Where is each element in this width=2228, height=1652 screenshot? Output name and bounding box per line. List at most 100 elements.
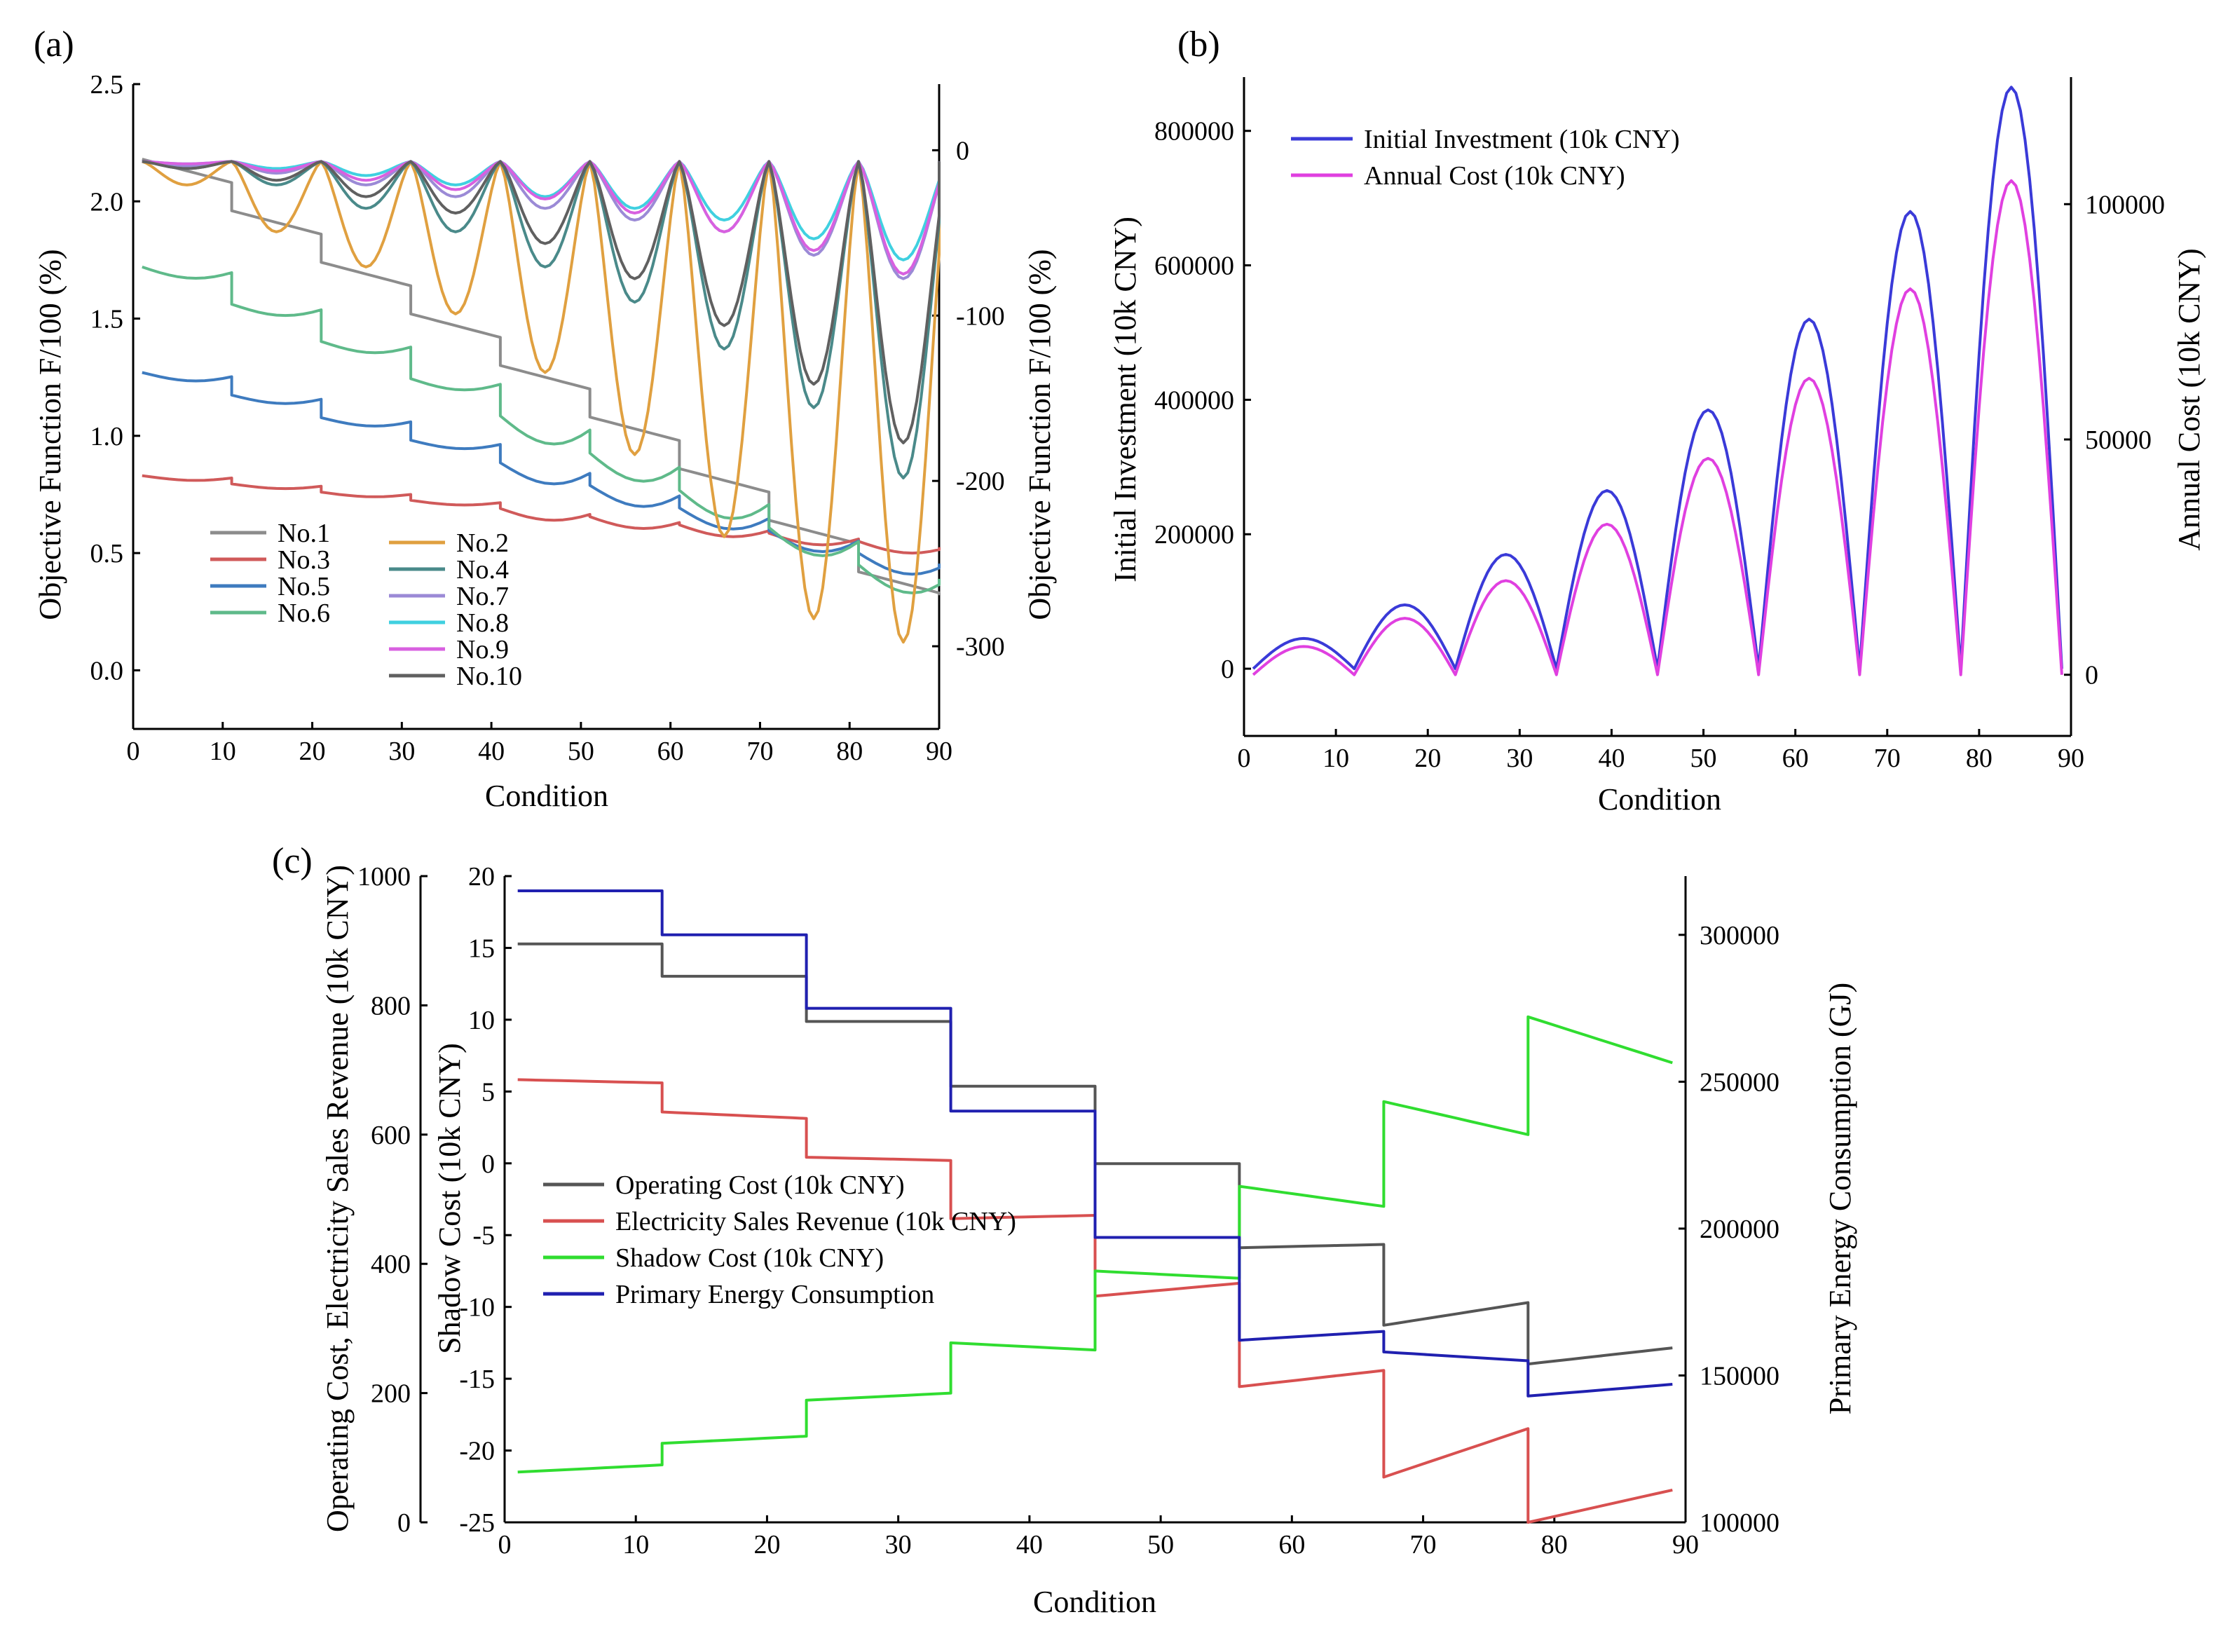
b-ytick-label: 800000 (1154, 117, 1234, 146)
c-legend: Operating Cost (10k CNY) Electricity Sale… (543, 1170, 1016, 1309)
a-xtick-label: 70 (746, 737, 773, 766)
a-series-no-7 (142, 160, 941, 280)
b-y2tick-label: 50000 (2085, 425, 2152, 455)
a-legend-label: No.2 (456, 528, 509, 558)
b-plot-area (1244, 77, 2071, 736)
panel-b: (b) 0 10 20 30 40 50 60 70 80 90 0 200000 400000 6000… (1108, 25, 2206, 817)
a-legend-label: No.6 (278, 599, 330, 628)
b-series-1 (1252, 179, 2063, 676)
c-y2tick-label: 0 (481, 1149, 495, 1179)
a-series-no-3 (142, 474, 941, 555)
c-y2tick-label: 15 (468, 934, 495, 963)
a-ytick-label: 2.5 (90, 70, 124, 100)
c-ytick-label: 800 (371, 991, 411, 1020)
a-y2tick-label: -200 (956, 467, 1005, 496)
c-series-2 (517, 1015, 1673, 1474)
c-legend-label: Electricity Sales Revenue (10k CNY) (615, 1207, 1016, 1236)
c-xtick-label: 10 (622, 1530, 649, 1559)
b-xtick-label: 80 (1966, 744, 1993, 773)
panel-c: (c) 0 10 20 30 40 50 60 70 80 9002004006008001000… (272, 841, 1857, 1619)
c-y3tick-label: 200000 (1700, 1215, 1779, 1244)
b-y2tick-label: 0 (2085, 661, 2098, 690)
c-xtick-label: 50 (1147, 1530, 1174, 1559)
c-xtick-label: 60 (1278, 1530, 1305, 1559)
a-series-no-2 (142, 160, 941, 644)
b-xtick-label: 0 (1238, 744, 1251, 773)
a-xtick-label: 10 (210, 737, 236, 766)
a-series-no-6 (142, 265, 941, 594)
b-xtick-label: 50 (1690, 744, 1717, 773)
a-legend-label: No.3 (278, 545, 330, 575)
a-legend: No.1No.3No.5No.6 No.2No.4No.7No.8No.9No.1… (210, 519, 522, 691)
c-xtick-label: 30 (885, 1530, 912, 1559)
c-legend-label: Operating Cost (10k CNY) (615, 1170, 905, 1200)
a-ytick-label: 0.0 (90, 656, 124, 685)
a-xtick-label: 50 (568, 737, 594, 766)
b-xtick-label: 60 (1782, 744, 1809, 773)
b-xtick-label: 40 (1598, 744, 1625, 773)
b-xtick-label: 70 (1874, 744, 1901, 773)
a-xtick-label: 20 (299, 737, 326, 766)
b-legend: Initial Investment (10k CNY) Annual Cost … (1291, 125, 1680, 191)
c-xtick-label: 70 (1410, 1530, 1437, 1559)
a-ytick-label: 2.0 (90, 187, 124, 217)
a-ytick-label: 0.5 (90, 539, 124, 568)
panel-b-y2label: Annual Cost (10k CNY) (2172, 248, 2206, 550)
a-legend-label: No.8 (456, 608, 509, 638)
b-xtick-label: 90 (2058, 744, 2084, 773)
b-xtick-label: 10 (1323, 744, 1349, 773)
a-legend-label: No.5 (278, 572, 330, 601)
c-y3tick-label: 250000 (1700, 1067, 1779, 1097)
a-plot-area (133, 84, 939, 729)
a-xtick-label: 80 (836, 737, 863, 766)
panel-c-y2label: Shadow Cost (10k CNY) (432, 1043, 467, 1354)
panel-a: (a) 0 10 20 30 40 50 60 70 80 90 0.0 0.5 1.0 1.5 2.0 2.… (0, 0, 1057, 813)
c-y2tick-label: 20 (468, 862, 495, 892)
c-legend-label: Primary Energy Consumption (615, 1280, 934, 1309)
c-series-3 (517, 889, 1673, 1398)
a-series-no-1 (142, 158, 941, 596)
a-xtick-label: 0 (127, 737, 140, 766)
a-series-no-4 (142, 160, 941, 479)
panel-c-label: (c) (272, 841, 313, 881)
a-legend-label: No.10 (456, 662, 522, 691)
c-y2tick-label: 10 (468, 1006, 495, 1035)
b-legend-label: Initial Investment (10k CNY) (1364, 125, 1680, 154)
panel-a-ylabel: Objective Function F/100 (%) (33, 249, 67, 620)
b-ytick-label: 600000 (1154, 252, 1234, 281)
a-legend-label: No.9 (456, 635, 509, 664)
b-legend-label: Annual Cost (10k CNY) (1364, 161, 1625, 191)
a-legend-label: No.7 (456, 582, 509, 611)
a-xtick-label: 60 (657, 737, 684, 766)
c-y2tick-label: -20 (459, 1437, 495, 1466)
b-ytick-label: 0 (1221, 655, 1234, 684)
c-y2tick-label: -15 (459, 1365, 495, 1394)
panel-a-plot: 0 10 20 30 40 50 60 70 80 90 0.0 0.5 1.0 1.5 2.0 2.5 0 -1… (90, 70, 1005, 766)
c-xtick-label: 0 (498, 1530, 512, 1559)
panel-b-ylabel: Initial Investment (10k CNY) (1108, 217, 1142, 582)
a-series-no-8 (142, 160, 941, 261)
b-ytick-label: 400000 (1154, 385, 1234, 415)
a-xtick-label: 40 (478, 737, 505, 766)
c-y2tick-label: 5 (481, 1077, 495, 1107)
panel-c-ylabel: Operating Cost, Electricity Sales Revenu… (320, 865, 355, 1532)
a-xtick-label: 90 (926, 737, 952, 766)
a-legend-label: No.4 (456, 555, 509, 585)
a-series-no-9 (142, 160, 941, 275)
b-xtick-label: 30 (1506, 744, 1533, 773)
c-ytick-label: 0 (397, 1508, 411, 1538)
a-y2tick-label: 0 (956, 136, 969, 165)
panel-c-xlabel: Condition (1033, 1585, 1156, 1619)
panel-b-plot: 0 10 20 30 40 50 60 70 80 90 0 200000 400000 600000 80… (1154, 77, 2165, 773)
c-ytick-label: 200 (371, 1379, 411, 1409)
c-xtick-label: 90 (1672, 1530, 1699, 1559)
a-ytick-label: 1.0 (90, 422, 124, 451)
a-ytick-label: 1.5 (90, 305, 124, 334)
a-y2tick-label: -300 (956, 632, 1005, 662)
c-ytick-label: 1000 (357, 862, 411, 892)
b-ytick-label: 200000 (1154, 520, 1234, 549)
c-xtick-label: 20 (753, 1530, 780, 1559)
c-y2tick-label: -5 (472, 1221, 495, 1250)
